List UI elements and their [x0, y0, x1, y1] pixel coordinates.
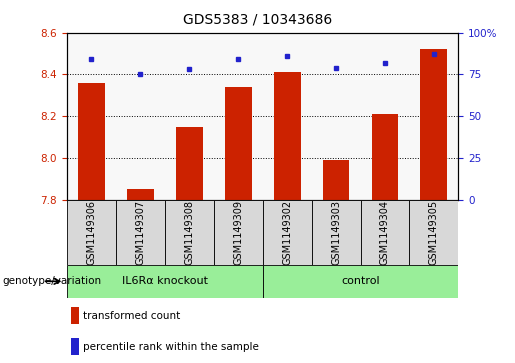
Bar — [127, 189, 154, 200]
Text: GSM1149307: GSM1149307 — [135, 200, 145, 265]
Bar — [225, 87, 252, 200]
Bar — [71, 338, 79, 355]
Text: GSM1149304: GSM1149304 — [380, 200, 390, 265]
Text: GSM1149306: GSM1149306 — [87, 200, 96, 265]
Bar — [67, 265, 263, 298]
Text: transformed count: transformed count — [83, 311, 181, 321]
Text: GSM1149309: GSM1149309 — [233, 200, 243, 265]
Bar — [263, 265, 458, 298]
Text: IL6Rα knockout: IL6Rα knockout — [122, 276, 208, 286]
Bar — [409, 200, 458, 265]
Bar — [71, 307, 79, 324]
Text: GSM1149303: GSM1149303 — [331, 200, 341, 265]
Text: GSM1149305: GSM1149305 — [429, 200, 439, 265]
Text: GSM1149308: GSM1149308 — [184, 200, 194, 265]
Bar — [322, 160, 350, 200]
Text: GSM1149302: GSM1149302 — [282, 200, 292, 265]
Bar — [165, 200, 214, 265]
Bar — [360, 200, 409, 265]
Bar — [176, 127, 203, 200]
Bar — [78, 83, 105, 200]
Bar — [263, 200, 312, 265]
Bar — [420, 49, 448, 200]
Bar — [116, 200, 165, 265]
Text: control: control — [341, 276, 380, 286]
Bar — [273, 72, 301, 200]
Text: genotype/variation: genotype/variation — [3, 276, 101, 286]
Bar — [214, 200, 263, 265]
Text: GDS5383 / 10343686: GDS5383 / 10343686 — [183, 13, 332, 27]
Text: percentile rank within the sample: percentile rank within the sample — [83, 342, 259, 352]
Bar — [312, 200, 360, 265]
Bar — [67, 200, 116, 265]
Bar — [371, 114, 399, 200]
